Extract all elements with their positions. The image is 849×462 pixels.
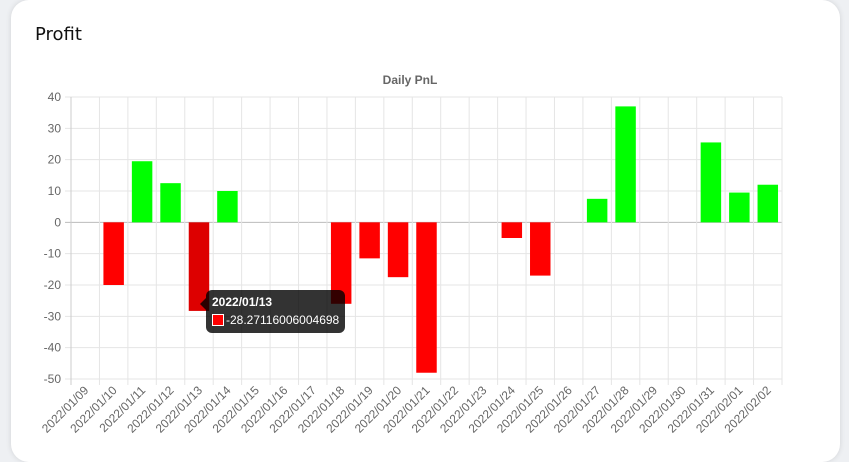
y-tick-label: 20 — [48, 153, 62, 167]
y-tick-label: -20 — [44, 278, 62, 292]
y-tick-label: -50 — [44, 372, 62, 386]
bar[interactable] — [729, 192, 750, 223]
y-axis-ticks: 40 30 20 10 0 -10 -20 -30 -40 -50 — [44, 90, 62, 386]
tooltip-value: -28.27116006004698 — [226, 313, 340, 327]
bar[interactable] — [359, 222, 380, 259]
bar[interactable] — [131, 161, 153, 223]
bar[interactable] — [387, 222, 409, 278]
bars[interactable] — [103, 106, 779, 373]
y-tick-label: 0 — [54, 215, 61, 229]
y-tick-label: -30 — [44, 309, 62, 323]
tooltip: 2022/01/13 -28.27116006004698 — [206, 290, 346, 333]
bar[interactable] — [757, 184, 779, 223]
bar[interactable] — [530, 222, 551, 276]
bar[interactable] — [160, 183, 181, 223]
y-tick-label: 10 — [48, 184, 62, 198]
bar[interactable] — [586, 198, 608, 223]
bar[interactable] — [330, 222, 352, 304]
bar[interactable] — [700, 142, 722, 223]
bar[interactable] — [615, 106, 636, 223]
y-tick-label: -10 — [44, 247, 62, 261]
y-tick-label: 40 — [48, 90, 62, 104]
tooltip-swatch — [212, 314, 224, 326]
bar[interactable] — [188, 222, 210, 311]
y-tick-label: 30 — [48, 121, 62, 135]
bar[interactable] — [501, 222, 523, 238]
card-title: Profit — [35, 24, 82, 45]
bar[interactable] — [103, 222, 124, 285]
bar[interactable] — [416, 222, 437, 373]
x-axis-ticks: 2022/01/092022/01/102022/01/112022/01/12… — [39, 383, 774, 436]
y-tick-label: -40 — [44, 341, 62, 355]
tooltip-title: 2022/01/13 — [212, 295, 273, 309]
bar[interactable] — [217, 191, 238, 223]
tooltip-caret — [200, 298, 206, 310]
chart-title: Daily PnL — [383, 73, 438, 87]
